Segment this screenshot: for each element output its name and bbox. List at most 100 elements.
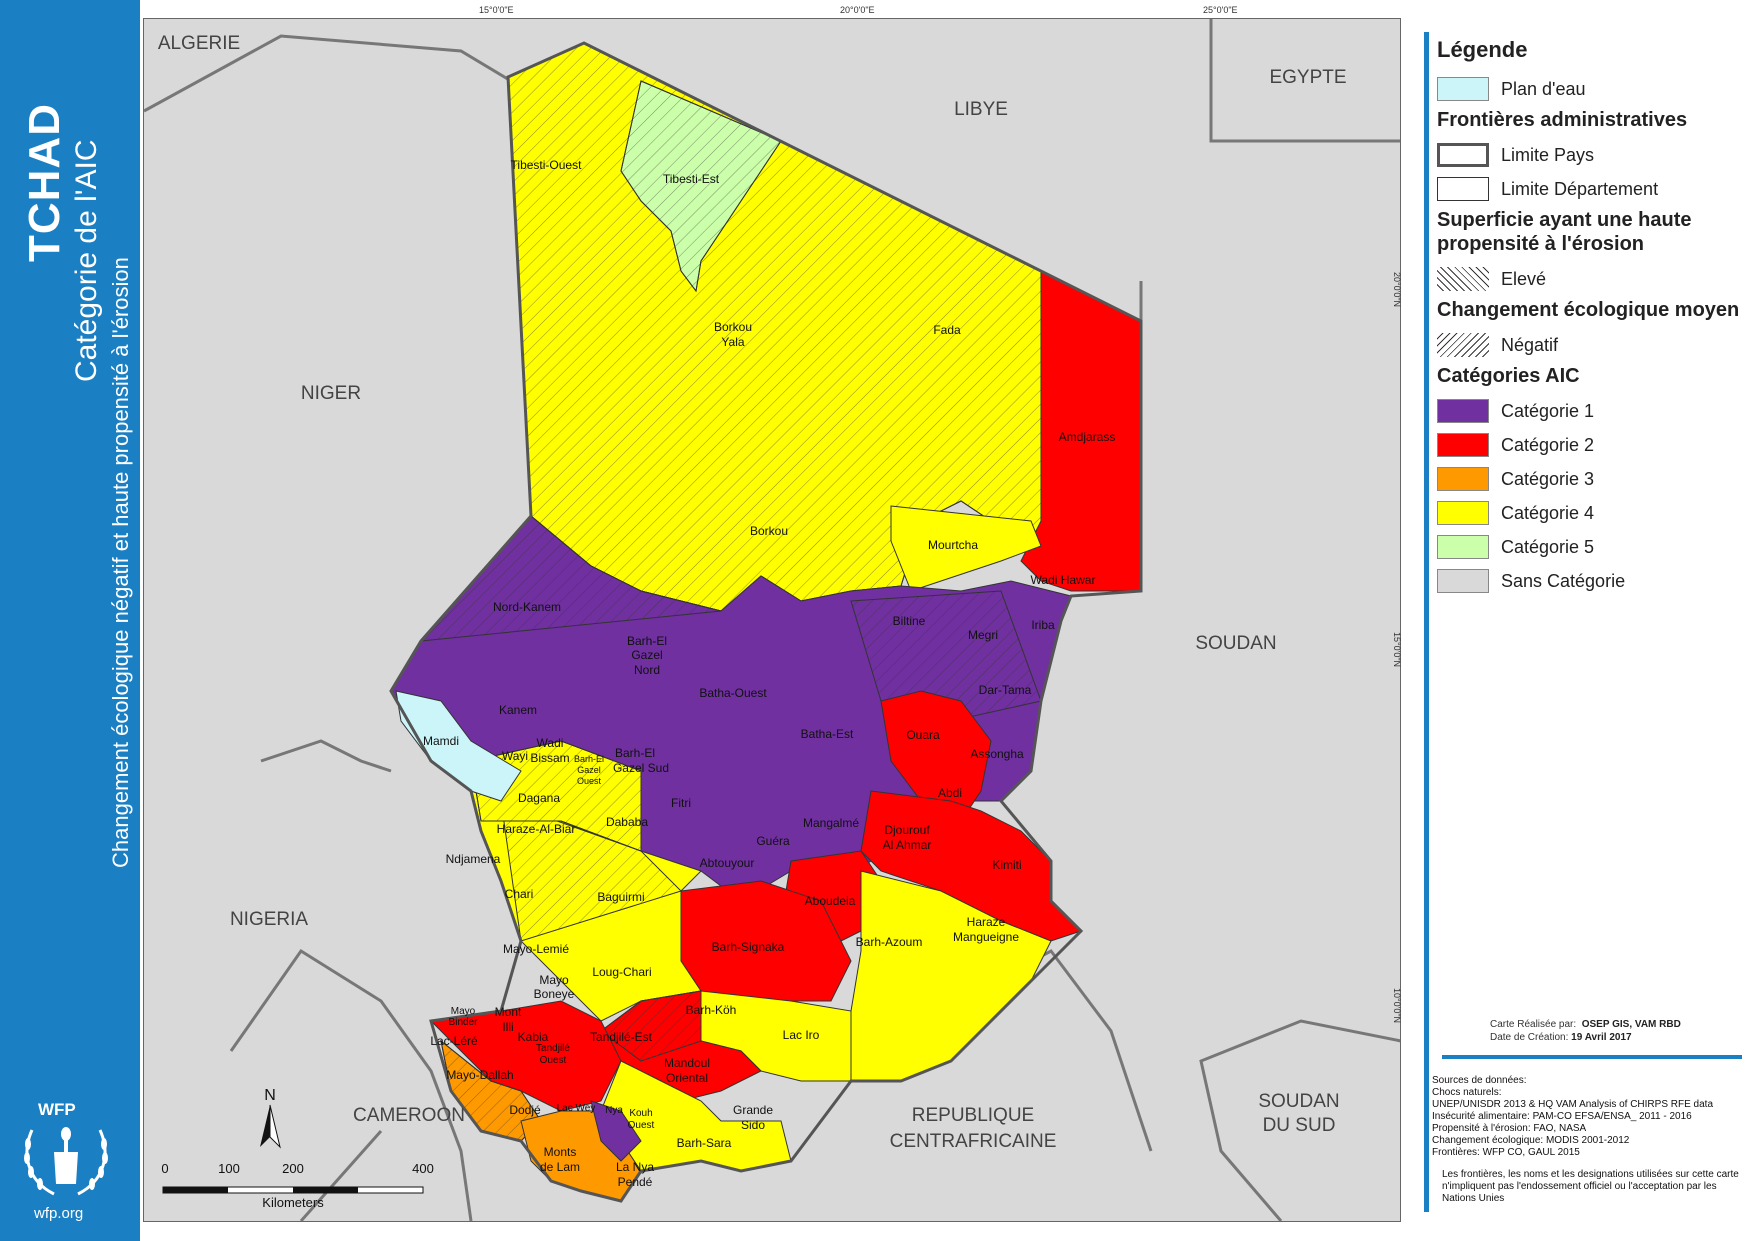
swatch-eleve: [1437, 267, 1489, 291]
label-fada: Fada: [933, 323, 961, 337]
label-djourouf-1: Djourouf: [884, 823, 930, 837]
tibesti-est-hatch: [620, 80, 782, 293]
label-dodje: Dodjé: [509, 1103, 541, 1117]
legend-item-limite-pays: Limite Pays: [1437, 138, 1747, 172]
label-abdi: Abdi: [938, 786, 962, 800]
map-subtitle: Catégorie de l'AIC: [70, 139, 103, 382]
label-ndjamena: Ndjamena: [446, 852, 501, 866]
label-loug-chari: Loug-Chari: [592, 965, 651, 979]
label-mayo-binder-1: Mayo: [451, 1006, 476, 1017]
label-nigeria: NIGERIA: [230, 909, 308, 930]
label-kimiti: Kimiti: [992, 858, 1021, 872]
title-sidebar: TCHAD Catégorie de l'AIC Changement écol…: [0, 0, 140, 1241]
mourtcha-area: [890, 505, 1042, 592]
legend-item-sans: Sans Catégorie: [1437, 564, 1747, 598]
data-sources: Sources de données: Chocs naturels: UNEP…: [1432, 1075, 1750, 1205]
wfp-url: wfp.org: [34, 1205, 84, 1222]
legend-eco-header: Changement écologique moyen: [1437, 299, 1740, 321]
label-tandjile-ouest-1: Tandjilé: [536, 1043, 570, 1054]
swatch-cat3: [1437, 467, 1489, 491]
sources-chocs: UNEP/UNISDR 2013 & HQ VAM Analysis of CH…: [1432, 1099, 1714, 1110]
label-nya: Nya: [605, 1105, 623, 1116]
scale-unit: Kilometers: [262, 1195, 324, 1210]
label-mamdi: Mamdi: [423, 734, 459, 748]
credits-date-label: Date de Création:: [1490, 1032, 1569, 1043]
label-dababa: Dababa: [606, 815, 648, 829]
label-tandjile-est: Tandjilé-Est: [590, 1030, 653, 1044]
label-rca-1: REPUBLIQUE: [912, 1105, 1034, 1126]
label-mont-illi-2: Illi: [502, 1020, 513, 1034]
coord-top-15e: 15°0'0"E: [479, 5, 514, 15]
label-egypte: EGYPTE: [1269, 67, 1346, 88]
label-dagana: Dagana: [518, 791, 560, 805]
label-kouh-ouest-2: Ouest: [628, 1120, 655, 1131]
legend-title: Légende: [1437, 37, 1528, 62]
sources-disclaimer: Les frontières, les noms et les designat…: [1442, 1169, 1739, 1204]
label-mayo-binder-2: Binder: [449, 1017, 479, 1028]
swatch-cat2: [1437, 433, 1489, 457]
label-mayo-dallah: Mayo-Dallah: [446, 1068, 513, 1082]
sources-header: Sources de données:: [1432, 1075, 1527, 1086]
legend-aic-header: Catégories AIC: [1437, 365, 1580, 387]
label-algerie: ALGERIE: [158, 33, 240, 54]
map-credits: Carte Réalisée par: OSEP GIS, VAM RBD Da…: [1490, 1018, 1681, 1044]
label-niger: NIGER: [301, 383, 361, 404]
label-cameroon: CAMEROON: [353, 1105, 465, 1126]
label-libye: LIBYE: [954, 99, 1008, 120]
swatch-cat5: [1437, 535, 1489, 559]
swatch-water: [1437, 77, 1489, 101]
label-megri: Megri: [968, 628, 998, 642]
label-mourtcha: Mourtcha: [928, 538, 978, 552]
label-ouara: Ouara: [906, 728, 940, 742]
scale-bar: 0 100 200 400 Kilometers: [161, 1161, 433, 1210]
map-title: TCHAD: [20, 103, 69, 262]
svg-text:N: N: [264, 1087, 276, 1104]
label-bahr-gazel-ouest-1: Barh-El: [574, 754, 604, 764]
swatch-sans: [1437, 569, 1489, 593]
legend-item-negatif: Négatif: [1437, 328, 1747, 362]
credits-separator: [1442, 1055, 1742, 1059]
legend-admin-header: Frontières administratives: [1437, 109, 1688, 131]
label-mont-illi-1: Mont: [495, 1005, 522, 1019]
label-bahr-gazel-nord-1: Barh-El: [627, 634, 667, 648]
label-soudan-sud-1: SOUDAN: [1258, 1091, 1339, 1112]
label-bahr-gazel-nord-3: Nord: [634, 663, 660, 677]
legend-item-cat2: Catégorie 2: [1437, 428, 1747, 462]
scale-tick-100: 100: [218, 1161, 240, 1176]
legend-item-limite-departement: Limite Département: [1437, 172, 1747, 206]
label-mayo-boneye-1: Mayo: [539, 973, 569, 987]
label-mandoul-2: Oriental: [666, 1071, 708, 1085]
credits-made-label: Carte Réalisée par:: [1490, 1019, 1577, 1030]
label-kabia: Kabia: [518, 1030, 549, 1044]
scale-tick-400: 400: [412, 1161, 434, 1176]
label-mayo-boneye-2: Boneye: [534, 987, 575, 1001]
label-tandjile-ouest-2: Ouest: [540, 1055, 567, 1066]
legend-item-cat5: Catégorie 5: [1437, 530, 1747, 564]
coord-top-25e: 25°0'0"E: [1203, 5, 1238, 15]
label-monts-lam-1: Monts: [544, 1145, 577, 1159]
tandjile-area: [429, 1000, 622, 1112]
label-iriba: Iriba: [1031, 618, 1055, 632]
label-bahr-gazel-nord-2: Gazel: [631, 648, 662, 662]
label-barh-sara: Barh-Sara: [677, 1136, 732, 1150]
coord-right-15n: 15°0'0"N: [1392, 632, 1402, 668]
label-lac-lera: Lac-Léré: [430, 1034, 478, 1048]
label-borkou-yala-1: Borkou: [714, 320, 752, 334]
label-lac-iro: Lac Iro: [783, 1028, 820, 1042]
north-arrow-icon: N: [260, 1087, 281, 1149]
swatch-limite-departement: [1437, 177, 1489, 201]
map-frame: ALGERIE LIBYE EGYPTE NIGER SOUDAN NIGERI…: [143, 18, 1401, 1222]
lake-chad-water: [395, 690, 522, 802]
swatch-cat1: [1437, 399, 1489, 423]
sources-insecurite: Insécurité alimentaire: PAM-CO EFSA/ENSA…: [1432, 1111, 1692, 1122]
chari-hatch: [500, 800, 682, 942]
label-borkou-yala-2: Yala: [721, 335, 744, 349]
label-biltine: Biltine: [893, 614, 926, 628]
label-monts-lam-2: de Lam: [540, 1160, 580, 1174]
label-wayi: Wayi: [502, 749, 528, 763]
label-fitri: Fitri: [671, 796, 691, 810]
departments: [389, 41, 1143, 1203]
label-mangalme: Mangalmé: [803, 816, 859, 830]
label-guera: Guéra: [756, 834, 790, 848]
label-barh-signaka: Barh-Signaka: [712, 940, 785, 954]
